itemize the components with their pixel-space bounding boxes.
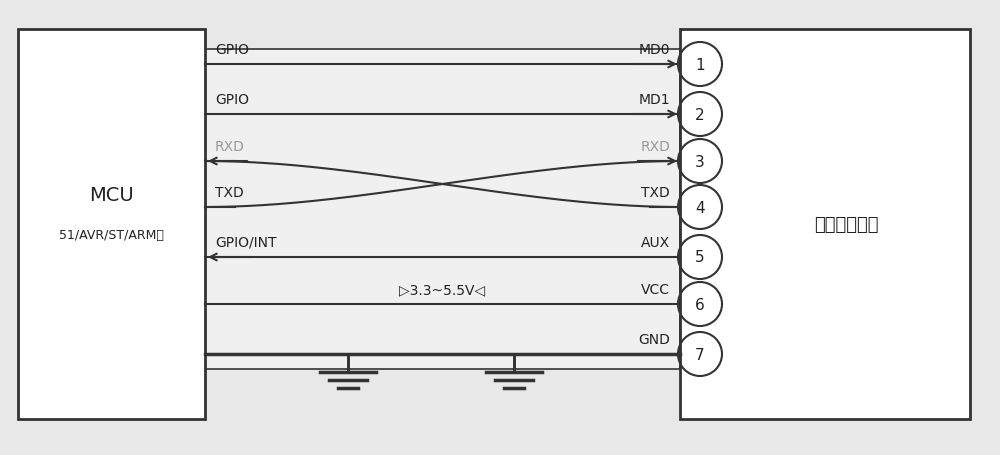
Text: MD1: MD1 [638, 93, 670, 107]
Text: 6: 6 [695, 297, 705, 312]
Text: MD0: MD0 [639, 43, 670, 57]
Text: ▷3.3~5.5V◁: ▷3.3~5.5V◁ [399, 283, 486, 296]
Text: 1: 1 [695, 57, 705, 72]
Text: 5: 5 [695, 250, 705, 265]
Text: GPIO: GPIO [215, 93, 249, 107]
Text: GPIO/INT: GPIO/INT [215, 236, 276, 249]
Text: TXD: TXD [215, 186, 244, 200]
Text: GND: GND [638, 332, 670, 346]
Text: 51/AVR/ST/ARM等: 51/AVR/ST/ARM等 [59, 228, 164, 241]
Text: 无线串口模块: 无线串口模块 [814, 216, 878, 233]
FancyBboxPatch shape [205, 50, 680, 369]
Text: VCC: VCC [641, 283, 670, 296]
FancyBboxPatch shape [18, 30, 205, 419]
Text: 2: 2 [695, 107, 705, 122]
Text: AUX: AUX [641, 236, 670, 249]
Text: RXD: RXD [215, 140, 245, 154]
Text: RXD: RXD [640, 140, 670, 154]
Text: MCU: MCU [89, 185, 134, 204]
FancyBboxPatch shape [680, 30, 970, 419]
Text: 7: 7 [695, 347, 705, 362]
Text: GPIO: GPIO [215, 43, 249, 57]
Text: 4: 4 [695, 200, 705, 215]
Text: TXD: TXD [641, 186, 670, 200]
Text: 3: 3 [695, 154, 705, 169]
